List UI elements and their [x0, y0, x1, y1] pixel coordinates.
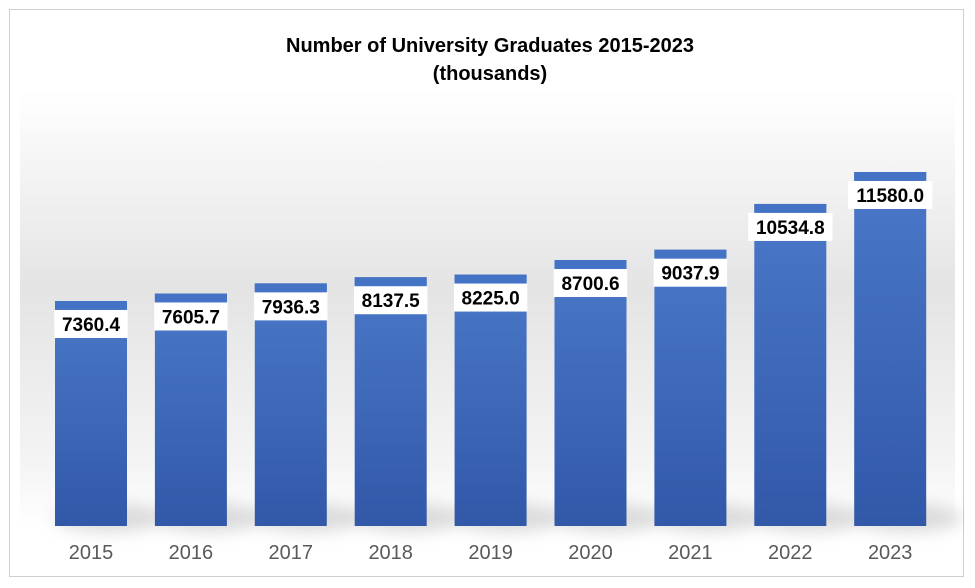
x-tick-2023: 2023 [868, 542, 913, 564]
bars-group [55, 172, 927, 527]
bar-chart: Number of University Graduates 2015-2023… [20, 29, 963, 564]
value-label-2021: 9037.9 [661, 264, 719, 285]
value-label-2020: 8700.6 [561, 274, 619, 295]
bar-cap-2016 [154, 293, 227, 302]
bar-2022 [754, 203, 827, 526]
x-tick-2021: 2021 [668, 542, 713, 564]
value-label-2019: 8225.0 [462, 289, 520, 310]
x-tick-2015: 2015 [69, 542, 114, 564]
bar-2019 [454, 274, 527, 526]
bar-2015 [55, 300, 127, 526]
value-label-box-2015 [54, 309, 128, 338]
value-label-box-2021 [653, 258, 728, 287]
chart-subtitle: (thousands) [433, 63, 547, 85]
bar-2016 [154, 293, 227, 526]
value-labels-group: 7360.4 7605.7 7936.3 8137.5 8225.0 8700.6 9037… [54, 181, 933, 338]
x-tick-labels-group: 2015 2016 2017 2018 2019 2020 2021 2022 2023 [69, 542, 913, 564]
value-label-2016: 7605.7 [162, 307, 220, 328]
bar-cap-2020 [554, 260, 627, 269]
bar-cap-2019 [454, 274, 527, 283]
bar-cap-2015 [55, 300, 127, 309]
value-label-box-2023 [848, 181, 933, 209]
bar-2023 [854, 172, 927, 526]
bar-cap-2023 [854, 172, 927, 180]
x-tick-2019: 2019 [468, 542, 513, 564]
x-tick-2018: 2018 [368, 542, 413, 564]
x-tick-2020: 2020 [568, 542, 613, 564]
value-label-2015: 7360.4 [62, 315, 121, 336]
value-label-box-2016 [154, 302, 228, 331]
value-label-box-2017 [254, 292, 328, 321]
bar-2020 [554, 260, 627, 526]
bar-2018 [354, 277, 427, 526]
value-label-box-2022 [748, 212, 833, 241]
bar-cap-2021 [654, 249, 727, 258]
bar-2021 [654, 249, 727, 527]
value-label-2017: 7936.3 [262, 297, 320, 318]
value-label-box-2020 [553, 269, 628, 298]
bar-cap-2018 [354, 277, 427, 286]
x-tick-2022: 2022 [768, 542, 813, 564]
bar-cap-2017 [254, 283, 327, 292]
value-label-2022: 10534.8 [756, 218, 825, 239]
chart-frame: Number of University Graduates 2015-2023… [9, 9, 964, 577]
title-box [242, 29, 738, 91]
bar-2017 [254, 283, 327, 526]
value-label-box-2018 [354, 286, 428, 315]
value-label-box-2019 [453, 283, 528, 312]
value-label-2018: 8137.5 [362, 291, 421, 312]
value-label-2023: 11580.0 [856, 186, 924, 207]
bar-cap-2022 [754, 203, 827, 212]
x-tick-2016: 2016 [169, 542, 214, 564]
chart-title: Number of University Graduates 2015-2023 [286, 35, 694, 57]
x-tick-2017: 2017 [269, 542, 314, 564]
